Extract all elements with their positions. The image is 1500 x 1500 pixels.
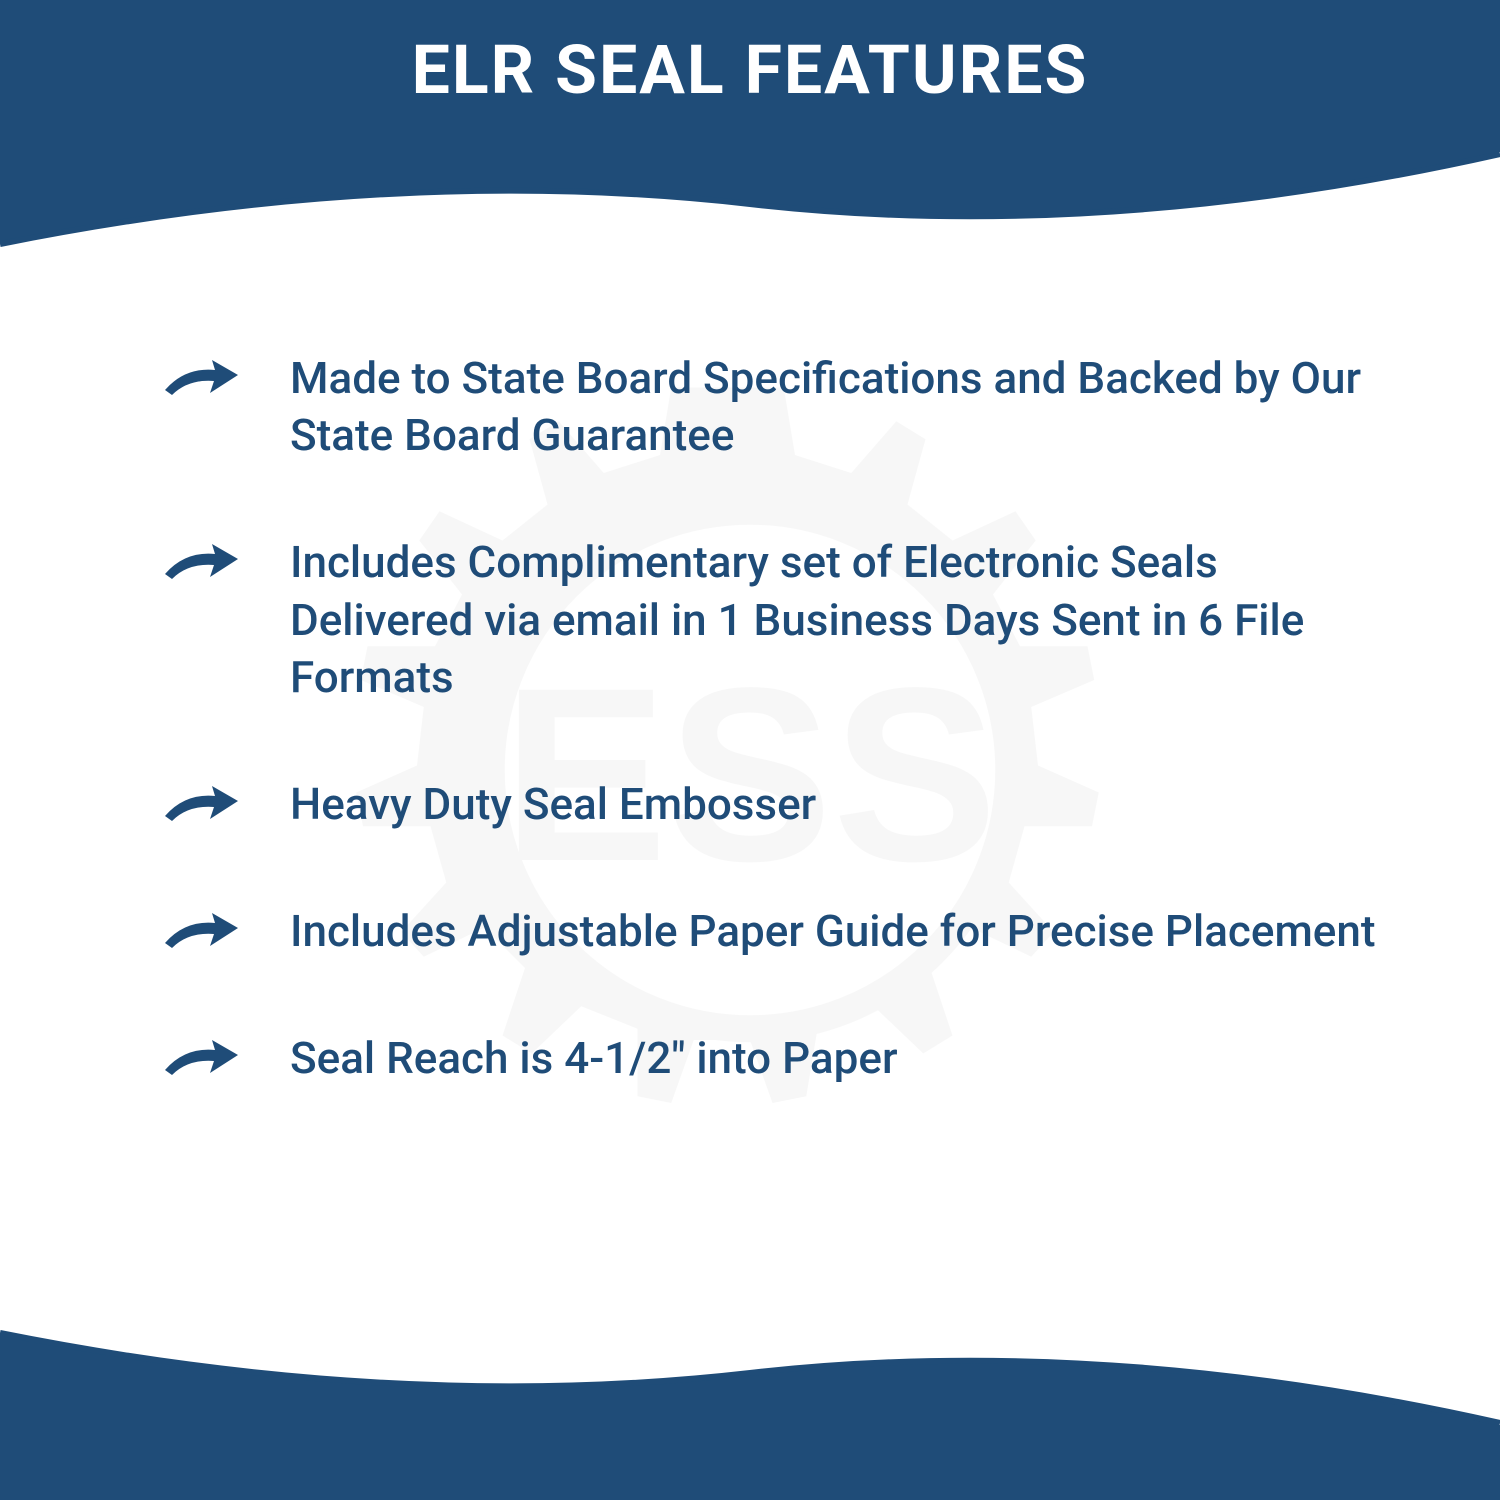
feature-text: Includes Adjustable Paper Guide for Prec… [290, 903, 1376, 960]
feature-item: Includes Adjustable Paper Guide for Prec… [160, 903, 1400, 960]
feature-text: Includes Complimentary set of Electronic… [290, 534, 1400, 706]
feature-text: Made to State Board Specifications and B… [290, 350, 1400, 464]
feature-item: Heavy Duty Seal Embosser [160, 776, 1400, 833]
arrow-icon [160, 781, 240, 826]
feature-item: Made to State Board Specifications and B… [160, 350, 1400, 464]
feature-text: Heavy Duty Seal Embosser [290, 776, 816, 833]
header-section: ELR SEAL FEATURES [0, 0, 1500, 280]
features-list: Made to State Board Specifications and B… [0, 300, 1500, 1158]
feature-text: Seal Reach is 4-1/2" into Paper [290, 1030, 898, 1087]
feature-item: Includes Complimentary set of Electronic… [160, 534, 1400, 706]
infographic-container: ELR SEAL FEATURES ESS Made to State Boar… [0, 0, 1500, 1500]
arrow-icon [160, 1035, 240, 1080]
feature-item: Seal Reach is 4-1/2" into Paper [160, 1030, 1400, 1087]
footer-wave-decoration [0, 1295, 1500, 1425]
page-title: ELR SEAL FEATURES [412, 30, 1089, 110]
arrow-icon [160, 908, 240, 953]
header-wave-decoration [0, 152, 1500, 282]
arrow-icon [160, 355, 240, 400]
arrow-icon [160, 539, 240, 584]
